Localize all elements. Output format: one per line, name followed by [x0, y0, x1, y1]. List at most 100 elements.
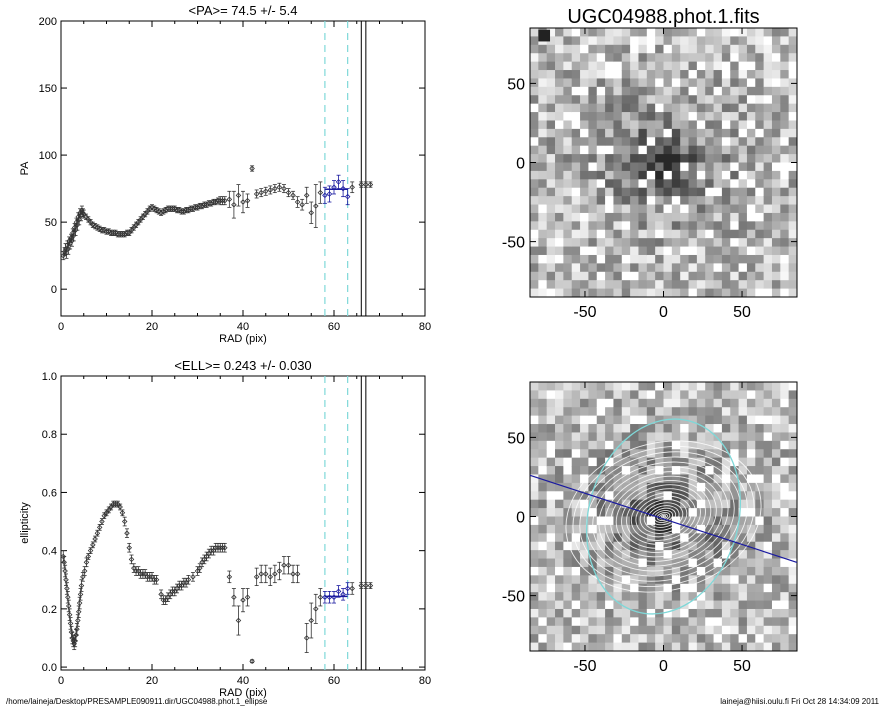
isophote-contour — [643, 502, 684, 531]
pixel — [763, 137, 773, 147]
pixel — [713, 246, 723, 256]
pixel — [721, 61, 731, 71]
data-point — [281, 562, 287, 568]
pixel — [730, 204, 740, 214]
pixel — [546, 154, 556, 163]
pixel — [563, 541, 573, 551]
pixel — [746, 608, 756, 618]
pixel — [588, 541, 598, 551]
pixel — [771, 432, 781, 442]
pixel — [563, 28, 573, 37]
pixel — [696, 499, 706, 509]
pixel — [555, 533, 564, 543]
pixel — [613, 415, 623, 425]
x-tick-label: -50 — [573, 658, 596, 675]
pixel — [530, 457, 539, 467]
pixel — [655, 575, 664, 585]
pixel — [630, 179, 639, 189]
pixel — [755, 424, 765, 433]
pixel — [571, 288, 581, 298]
pixel — [780, 575, 790, 585]
pixel — [688, 440, 698, 450]
pixel — [605, 86, 614, 96]
pixel — [555, 179, 564, 189]
pixel — [663, 533, 673, 543]
data-point — [253, 574, 260, 580]
data-point — [165, 205, 171, 212]
data-point — [290, 192, 296, 199]
pixel — [780, 508, 790, 517]
pixel — [555, 390, 564, 400]
pixel — [755, 516, 765, 526]
pixel — [738, 541, 748, 551]
pixel — [680, 170, 690, 180]
pixel — [646, 61, 656, 71]
pixel — [688, 583, 698, 593]
pixel — [705, 516, 715, 526]
pixel — [771, 246, 781, 256]
pixel — [721, 204, 731, 214]
pixel — [663, 154, 673, 163]
pixel — [755, 508, 765, 517]
pixel — [563, 154, 573, 163]
data-point — [131, 565, 137, 571]
pixel — [746, 288, 756, 298]
pixel — [655, 558, 664, 568]
data-point — [80, 574, 86, 580]
pixel — [555, 28, 564, 37]
pixel — [563, 179, 573, 189]
pixel — [738, 263, 748, 273]
pixel — [546, 533, 556, 543]
pixel — [621, 466, 631, 475]
data-point — [133, 568, 139, 574]
data-point — [208, 547, 214, 554]
pixel — [571, 457, 581, 467]
pixel — [555, 583, 564, 593]
pixel — [638, 583, 648, 593]
pixel — [771, 28, 781, 37]
data-point — [68, 629, 75, 635]
pixel — [721, 482, 731, 492]
pixel — [588, 508, 598, 517]
pixel — [713, 499, 723, 509]
pixel — [571, 170, 581, 180]
pixel — [771, 78, 781, 88]
pixel — [571, 229, 581, 239]
pixel — [596, 457, 606, 467]
pixel — [588, 112, 598, 121]
pixel — [713, 154, 723, 163]
pixel — [688, 550, 698, 560]
pixel — [788, 424, 798, 433]
pixel — [696, 128, 706, 138]
pixel — [746, 424, 756, 433]
pixel — [596, 53, 606, 63]
pixel — [705, 524, 715, 534]
pixel — [738, 103, 748, 113]
pixel — [730, 271, 740, 281]
data-point — [176, 582, 183, 589]
pixel — [738, 170, 748, 180]
pixel — [671, 482, 681, 492]
pixel — [671, 415, 681, 425]
pixel — [596, 145, 606, 155]
data-point — [313, 606, 319, 612]
pixel — [588, 28, 598, 37]
pixel — [613, 533, 623, 543]
pixel — [588, 271, 598, 281]
pixel — [588, 642, 598, 652]
pixel — [630, 95, 639, 105]
pixel — [663, 162, 673, 172]
pixel — [571, 212, 581, 222]
pixel — [721, 53, 731, 63]
pixel — [621, 575, 631, 585]
pixel — [771, 457, 781, 467]
pixel — [713, 271, 723, 281]
pixel — [713, 86, 723, 96]
y-tick-label: 0.2 — [42, 604, 57, 616]
pixel — [671, 204, 681, 214]
pixel — [546, 288, 556, 298]
pixel — [755, 415, 765, 425]
pixel — [563, 617, 573, 627]
pixel — [596, 221, 606, 231]
pixel — [780, 466, 790, 475]
